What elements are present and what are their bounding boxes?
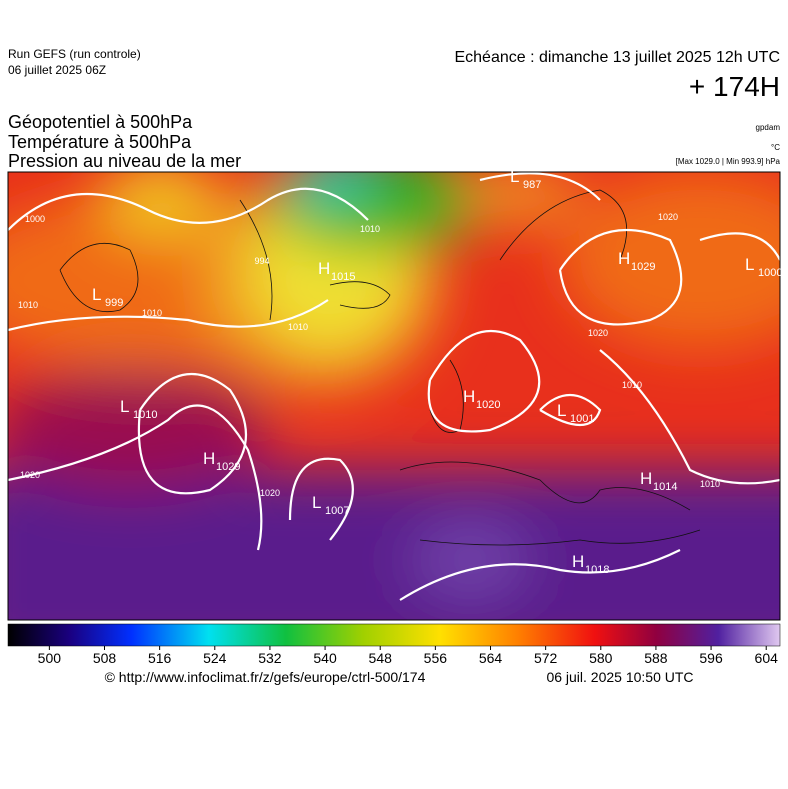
isobar-label: 1010 bbox=[700, 479, 720, 489]
colorbar-label: 532 bbox=[258, 650, 282, 666]
center-pressure: 1029 bbox=[631, 261, 655, 273]
isobar-label: 1010 bbox=[288, 322, 308, 332]
colorbar-label: 508 bbox=[93, 650, 117, 666]
colorbar-label: 580 bbox=[589, 650, 613, 666]
field: Pression au niveau de la mer bbox=[8, 151, 241, 171]
center-type: H bbox=[463, 387, 475, 406]
center-type: L bbox=[557, 401, 566, 420]
colorbar-label: 524 bbox=[203, 650, 227, 666]
isobar-label: 994 bbox=[254, 256, 269, 266]
center-type: L bbox=[312, 493, 321, 512]
center-pressure: 1018 bbox=[585, 564, 609, 576]
colorbar-label: 564 bbox=[479, 650, 503, 666]
colorbar-label: 548 bbox=[369, 650, 393, 666]
isobar-label: 1020 bbox=[658, 212, 678, 222]
isobar-label: 1000 bbox=[25, 214, 45, 224]
unit: gpdam bbox=[756, 123, 781, 132]
map bbox=[8, 172, 780, 620]
unit: °C bbox=[771, 143, 780, 152]
isobar-label: 1010 bbox=[142, 308, 162, 318]
center-pressure: 987 bbox=[523, 179, 541, 191]
center-type: L bbox=[510, 167, 519, 186]
center-pressure: 1010 bbox=[133, 409, 157, 421]
center-pressure: 1001 bbox=[570, 413, 594, 425]
colorbar-label: 604 bbox=[755, 650, 779, 666]
isobar-label: 1020 bbox=[588, 328, 608, 338]
isobar-label: 1020 bbox=[20, 470, 40, 480]
colorbar-label: 540 bbox=[313, 650, 337, 666]
field: Géopotentiel à 500hPa bbox=[8, 112, 193, 132]
center-pressure: 1000 bbox=[758, 267, 782, 279]
run: Run GEFS (run controle) bbox=[8, 47, 141, 61]
lead-time: + 174H bbox=[689, 71, 780, 102]
valid-time: Echéance : dimanche 13 juillet 2025 12h … bbox=[454, 49, 780, 66]
field: Température à 500hPa bbox=[8, 132, 192, 152]
center-pressure: 1020 bbox=[476, 399, 500, 411]
colorbar bbox=[7, 623, 781, 647]
colorbar-label: 572 bbox=[534, 650, 558, 666]
colorbar-ticks: 500 508 516 524 532 540 548 556 564 572 580 588 596 6… bbox=[38, 646, 778, 666]
isobar-label: 1010 bbox=[622, 380, 642, 390]
isobar-label: 1020 bbox=[260, 488, 280, 498]
colorbar-label: 500 bbox=[38, 650, 62, 666]
center-type: H bbox=[618, 249, 630, 268]
center-pressure: 1014 bbox=[653, 481, 677, 493]
center-type: L bbox=[745, 255, 754, 274]
center-type: L bbox=[92, 285, 101, 304]
colorbar-label: 596 bbox=[699, 650, 723, 666]
center-type: H bbox=[640, 469, 652, 488]
source: © http://www.infoclimat.fr/z/gefs/europe… bbox=[105, 669, 426, 685]
center-type: H bbox=[203, 449, 215, 468]
colorbar-label: 556 bbox=[424, 650, 448, 666]
colorbar-label: 516 bbox=[148, 650, 172, 666]
center-pressure: 1015 bbox=[331, 271, 355, 283]
run-date: 06 juillet 2025 06Z bbox=[8, 63, 106, 77]
issue-time: 06 juil. 2025 10:50 UTC bbox=[546, 669, 693, 685]
isobar-label: 1010 bbox=[360, 224, 380, 234]
center-pressure: 999 bbox=[105, 297, 123, 309]
center-type: H bbox=[318, 259, 330, 278]
center-pressure: 1029 bbox=[216, 461, 240, 473]
isobar-label: 1010 bbox=[18, 300, 38, 310]
center-pressure: 1007 bbox=[325, 505, 349, 517]
unit: [Max 1029.0 | Min 993.9] hPa bbox=[676, 157, 781, 166]
center-type: L bbox=[120, 397, 129, 416]
center-type: H bbox=[572, 552, 584, 571]
colorbar-label: 588 bbox=[644, 650, 668, 666]
